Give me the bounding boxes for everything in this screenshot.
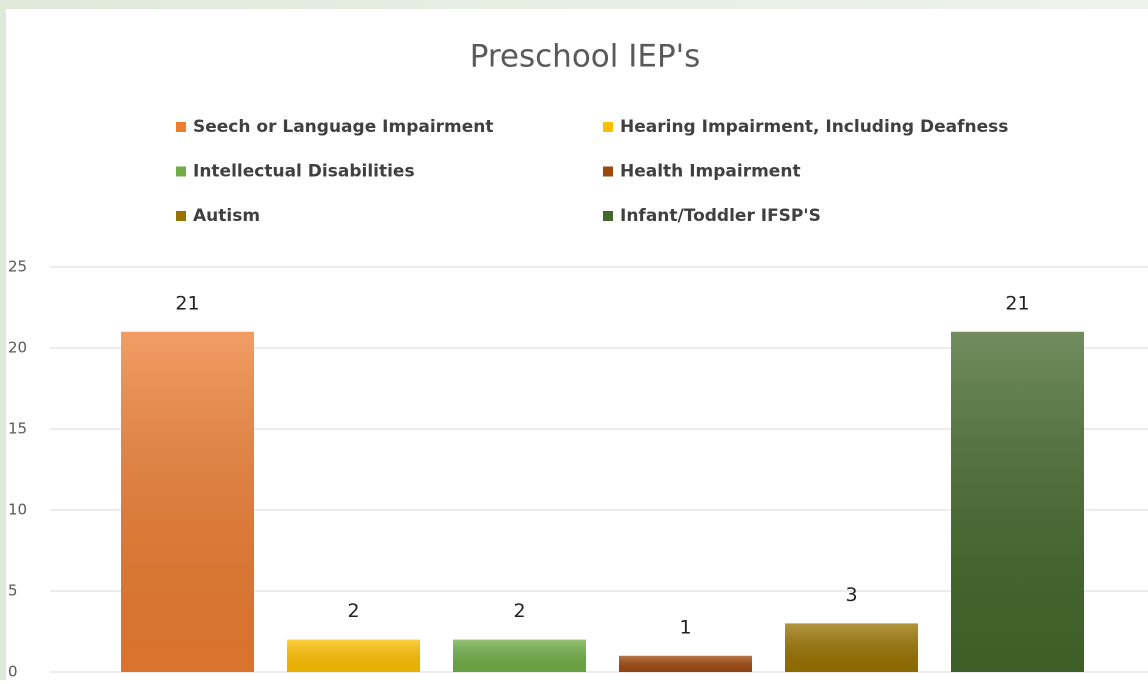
- legend-label: Hearing Impairment, Including Deafness: [620, 117, 1008, 137]
- chart-title: Preschool IEP's: [470, 39, 701, 75]
- legend-swatch: [176, 122, 186, 132]
- bar-shine: [287, 639, 420, 672]
- y-tick-label: 5: [8, 582, 18, 600]
- legend-label: Health Impairment: [620, 162, 801, 182]
- legend-label: Autism: [193, 206, 260, 226]
- legend-label: Intellectual Disabilities: [193, 162, 415, 182]
- data-label: 2: [347, 600, 359, 622]
- y-tick-label: 10: [8, 501, 27, 519]
- legend-label: Infant/Toddler IFSP'S: [620, 206, 821, 226]
- y-tick-label: 15: [8, 420, 27, 438]
- y-tick-label: 25: [8, 258, 27, 276]
- legend-swatch: [176, 211, 186, 221]
- data-label: 21: [1005, 292, 1029, 314]
- legend-swatch: [176, 166, 186, 177]
- frame-top: [0, 0, 1148, 9]
- bar-shine: [951, 331, 1084, 672]
- legend-swatch: [603, 122, 613, 132]
- y-tick-label: 0: [8, 663, 18, 681]
- frame-left: [0, 0, 6, 680]
- bar-shine: [121, 331, 254, 672]
- data-label: 1: [679, 616, 691, 638]
- legend-swatch: [603, 166, 613, 177]
- bar-shine: [785, 623, 918, 672]
- data-label: 2: [513, 600, 525, 622]
- legend-label: Seech or Language Impairment: [193, 117, 494, 137]
- y-tick-label: 20: [8, 339, 27, 357]
- data-label: 3: [845, 584, 857, 606]
- data-label: 21: [175, 292, 199, 314]
- legend-swatch: [603, 211, 613, 221]
- bar-shine: [619, 655, 752, 672]
- bar-shine: [453, 639, 586, 672]
